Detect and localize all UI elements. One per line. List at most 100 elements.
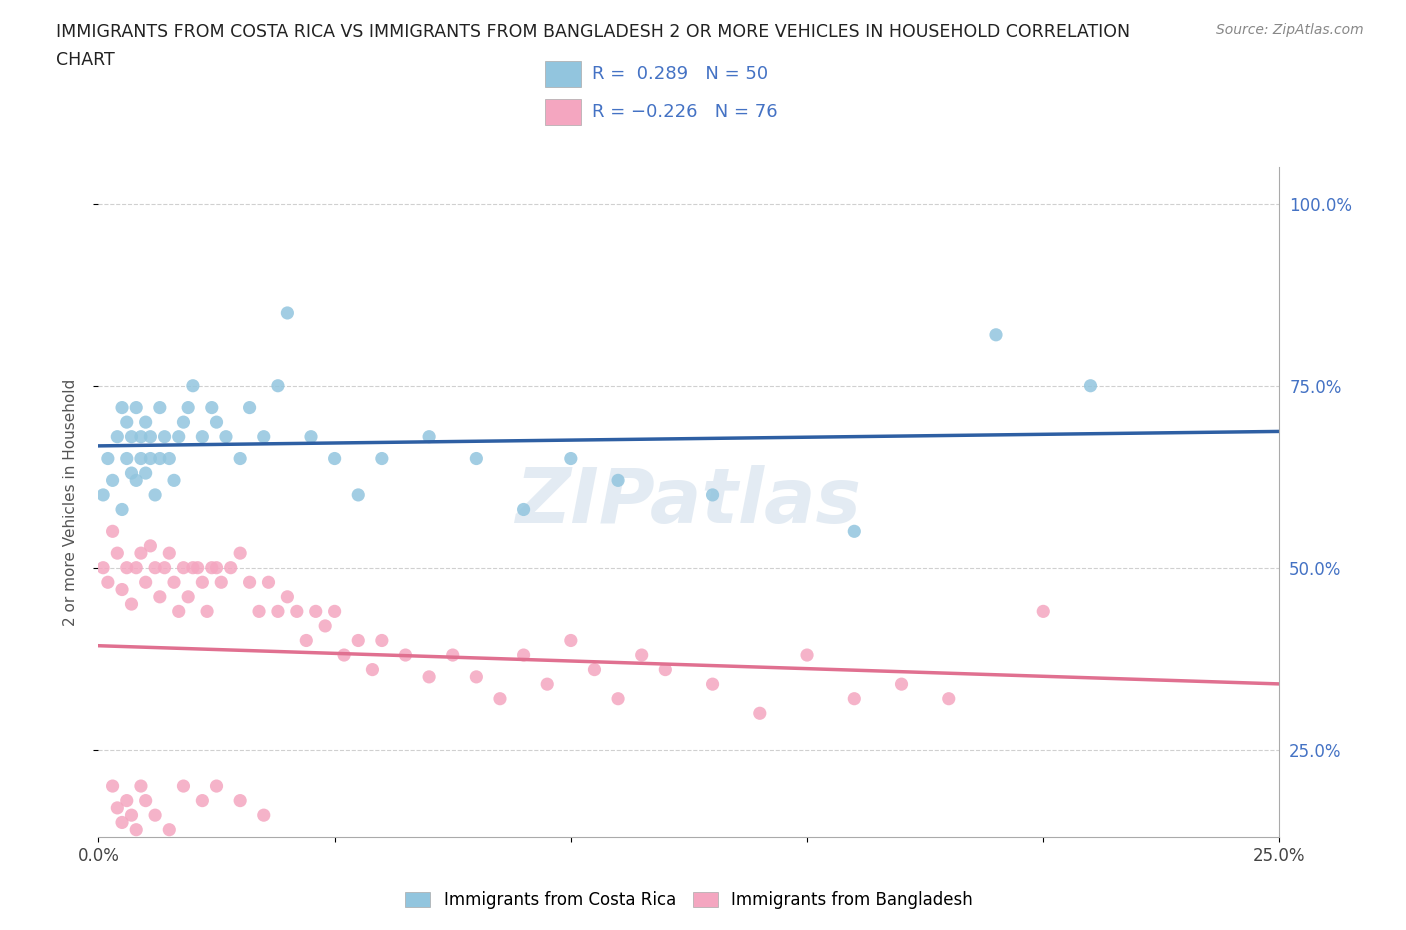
Point	[121, 597, 143, 612]
Point	[890, 677, 912, 692]
Point	[239, 575, 262, 590]
Point	[219, 560, 242, 575]
Point	[129, 778, 152, 793]
Point	[139, 430, 162, 445]
Point	[125, 473, 148, 488]
Point	[1032, 604, 1054, 618]
Point	[101, 524, 124, 538]
Point	[121, 430, 143, 445]
Point	[247, 604, 270, 618]
Point	[115, 451, 138, 466]
Point	[229, 451, 252, 466]
Point	[125, 400, 148, 415]
Point	[125, 822, 148, 837]
Point	[115, 793, 138, 808]
Point	[135, 415, 157, 430]
Point	[465, 451, 488, 466]
Point	[560, 633, 582, 648]
Point	[135, 466, 157, 481]
Point	[607, 691, 630, 706]
Point	[441, 647, 464, 662]
Point	[91, 560, 114, 575]
Point	[177, 590, 200, 604]
Point	[702, 677, 724, 692]
Point	[205, 778, 228, 793]
Point	[201, 400, 224, 415]
Point	[139, 451, 162, 466]
Point	[135, 793, 157, 808]
Point	[607, 473, 630, 488]
Point	[267, 379, 290, 393]
Point	[167, 604, 190, 618]
FancyBboxPatch shape	[546, 61, 581, 87]
Point	[181, 560, 204, 575]
Point	[323, 451, 346, 466]
Point	[111, 502, 134, 517]
Point	[143, 560, 166, 575]
Point	[253, 430, 276, 445]
Point	[181, 379, 204, 393]
Point	[984, 327, 1007, 342]
Point	[253, 808, 276, 823]
Point	[583, 662, 606, 677]
Point	[172, 560, 194, 575]
Point	[560, 451, 582, 466]
Point	[654, 662, 676, 677]
Point	[205, 415, 228, 430]
Point	[257, 575, 280, 590]
Point	[201, 560, 224, 575]
Point	[167, 430, 190, 445]
Point	[371, 633, 394, 648]
Point	[844, 691, 866, 706]
Point	[172, 415, 194, 430]
Point	[121, 466, 143, 481]
FancyBboxPatch shape	[546, 99, 581, 125]
Point	[149, 451, 172, 466]
Point	[536, 677, 558, 692]
Point	[465, 670, 488, 684]
Point	[276, 590, 298, 604]
Point	[111, 582, 134, 597]
Legend: Immigrants from Costa Rica, Immigrants from Bangladesh: Immigrants from Costa Rica, Immigrants f…	[399, 884, 979, 916]
Point	[209, 575, 232, 590]
Point	[295, 633, 318, 648]
Point	[347, 633, 370, 648]
Text: R =  0.289   N = 50: R = 0.289 N = 50	[592, 65, 768, 84]
Point	[143, 808, 166, 823]
Point	[215, 430, 238, 445]
Point	[229, 793, 252, 808]
Point	[630, 647, 652, 662]
Point	[172, 778, 194, 793]
Point	[938, 691, 960, 706]
Point	[157, 451, 180, 466]
Point	[1080, 379, 1102, 393]
Point	[163, 473, 186, 488]
Point	[157, 546, 180, 561]
Point	[111, 400, 134, 415]
Point	[239, 400, 262, 415]
Point	[101, 778, 124, 793]
Point	[97, 575, 120, 590]
Point	[347, 487, 370, 502]
Y-axis label: 2 or more Vehicles in Household: 2 or more Vehicles in Household	[63, 379, 77, 626]
Text: ZIPatlas: ZIPatlas	[516, 465, 862, 539]
Point	[205, 560, 228, 575]
Point	[121, 808, 143, 823]
Point	[105, 546, 128, 561]
Point	[115, 415, 138, 430]
Point	[195, 604, 218, 618]
Point	[157, 822, 180, 837]
Point	[191, 793, 214, 808]
Point	[418, 670, 440, 684]
Point	[149, 400, 172, 415]
Point	[314, 618, 336, 633]
Point	[129, 546, 152, 561]
Point	[143, 487, 166, 502]
Point	[489, 691, 512, 706]
Point	[129, 451, 152, 466]
Point	[702, 487, 724, 502]
Point	[101, 473, 124, 488]
Point	[361, 662, 384, 677]
Point	[299, 430, 322, 445]
Point	[153, 430, 176, 445]
